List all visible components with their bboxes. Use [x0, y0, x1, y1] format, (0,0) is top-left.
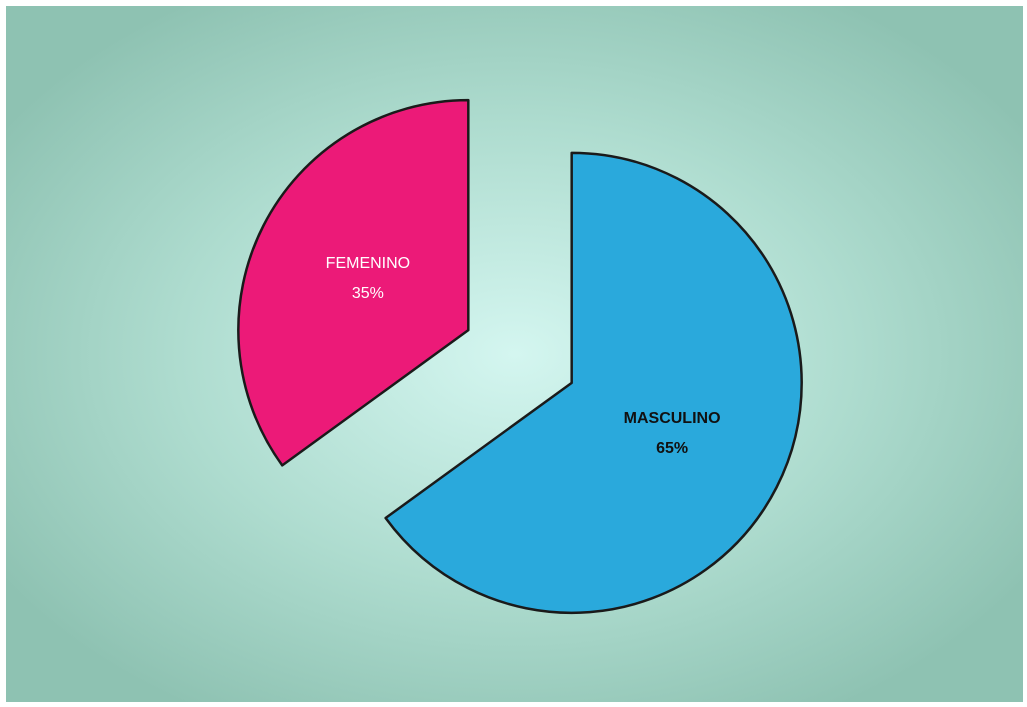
slice-label: MASCULINO — [624, 410, 721, 427]
pie-slice — [384, 151, 803, 615]
slice-label: FEMENINO — [326, 255, 410, 272]
slice-value-label: 35% — [352, 285, 384, 302]
slice-value-label: 65% — [656, 440, 688, 457]
pie-slice — [237, 98, 470, 467]
